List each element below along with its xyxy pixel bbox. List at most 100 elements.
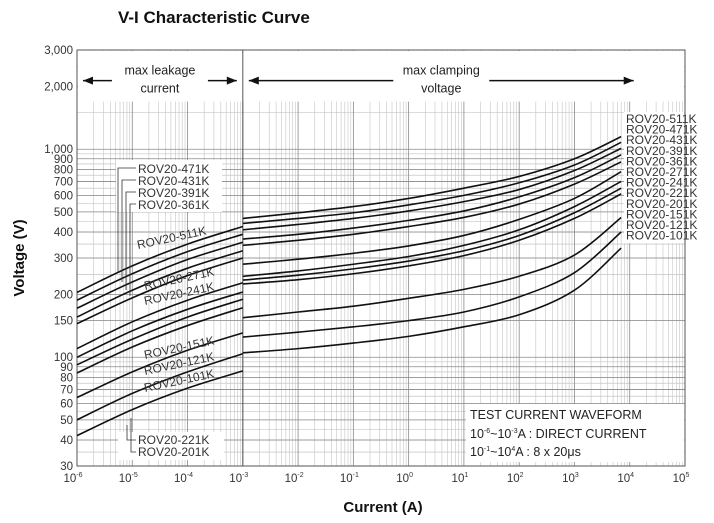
right-series-label: ROV20-471K: [626, 123, 697, 137]
y-tick-label: 100: [54, 352, 73, 364]
x-tick-label: 100: [396, 472, 413, 485]
x-tick-label: 104: [617, 472, 634, 485]
curve-rov20-121k-clamping: [242, 231, 622, 338]
left-series-label: ROV20-431K: [138, 174, 209, 188]
x-tick-label: 10-3: [229, 472, 248, 485]
curve-rov20-361k-clamping: [242, 161, 622, 247]
y-tick-label: 900: [54, 154, 73, 166]
chart-title: V-I Characteristic Curve: [118, 8, 310, 27]
region-label-line1: max clamping: [403, 64, 480, 78]
right-series-label: ROV20-511K: [626, 112, 696, 126]
y-tick-label: 1,000: [44, 144, 73, 156]
y-tick-label: 2,000: [44, 82, 73, 94]
waveform-line2: 10-6~10-3A : DIRECT CURRENT: [470, 427, 647, 441]
y-tick-label: 400: [54, 227, 73, 239]
curve-rov20-511k-clamping: [242, 135, 622, 220]
curve-rov20-121k-leakage: [76, 352, 244, 421]
annotations: max leakage current max clamping voltage TES…: [83, 61, 684, 462]
curves: [76, 135, 622, 437]
curve-rov20-221k-clamping: [242, 187, 622, 281]
right-series-label: ROV20-431K: [626, 133, 697, 147]
region-arrow-0-head-right: [226, 76, 237, 85]
left-label-bg-bottom: [118, 432, 224, 460]
curve-rov20-241k-clamping: [242, 180, 622, 278]
y-tick-label: 70: [60, 384, 73, 396]
x-tick-label: 10-1: [340, 472, 359, 485]
y-tick-label: 700: [54, 176, 73, 188]
left-series-label: ROV20-471K: [138, 162, 209, 176]
y-tick-label: 200: [54, 290, 73, 302]
region-arrow-1-head-right: [623, 76, 634, 85]
y-tick-label: 3,000: [44, 45, 73, 57]
left-series-label: ROV20-201K: [138, 445, 209, 459]
leader-line: [130, 418, 136, 453]
curve-rov20-241k-leakage: [76, 291, 244, 358]
y-tick-label: 50: [60, 415, 73, 427]
right-series-label: ROV20-221K: [626, 186, 697, 200]
y-axis-title: Voltage (V): [11, 219, 28, 296]
curve-rov20-471k-leakage: [76, 233, 244, 301]
waveform-line3: 10-1~104A : 8 x 20μs: [470, 445, 581, 459]
x-tick-label: 105: [673, 472, 690, 485]
right-series-label: ROV20-101K: [626, 229, 697, 243]
plot-frame: [76, 49, 686, 467]
right-series-label: ROV20-151K: [626, 207, 697, 221]
left-series-label: ROV20-391K: [138, 186, 209, 200]
x-tick-label: 101: [452, 472, 469, 485]
y-tick-label: 80: [60, 372, 73, 384]
curve-rov20-101k-leakage: [76, 370, 244, 437]
right-series-label: ROV20-361K: [626, 154, 697, 168]
curve-rov20-221k-leakage: [76, 298, 244, 366]
region-arrow-1-head-left: [248, 76, 259, 85]
right-series-label: ROV20-241K: [626, 176, 697, 190]
right-series-label: ROV20-201K: [626, 197, 697, 211]
right-series-label: ROV20-121K: [626, 218, 697, 232]
right-label-bg: [624, 112, 684, 244]
leader-line: [121, 179, 136, 282]
x-tick-label: 10-2: [285, 472, 304, 485]
right-series-label: ROV20-391K: [626, 144, 697, 158]
x-axis-title: Current (A): [343, 499, 422, 516]
region-label-bg: [393, 61, 490, 95]
x-tick-label: 10-4: [174, 472, 193, 485]
y-tick-label: 60: [60, 398, 73, 410]
region-label-line2: voltage: [421, 82, 461, 96]
waveform-box: [466, 404, 684, 462]
leader-line: [117, 167, 136, 272]
left-label-bg-top: [116, 160, 222, 212]
region-label-line1: max leakage: [124, 64, 195, 78]
y-tick-label: 800: [54, 164, 73, 176]
region-label-bg: [111, 61, 208, 95]
x-tick-label: 10-5: [119, 472, 138, 485]
leader-line: [129, 203, 136, 296]
curve-rov20-271k-clamping: [242, 170, 622, 266]
curve-rov20-391k-clamping: [242, 154, 622, 240]
y-tick-label: 600: [54, 190, 73, 202]
left-series-label: ROV20-361K: [138, 198, 209, 212]
right-series-label: ROV20-271K: [626, 165, 697, 179]
curve-rov20-151k-leakage: [76, 332, 244, 399]
curve-rov20-271k-leakage: [76, 282, 244, 350]
leader-line: [125, 191, 136, 290]
y-tick-label: 500: [54, 207, 73, 219]
y-tick-label: 30: [60, 461, 73, 473]
curve-rov20-201k-leakage: [76, 306, 244, 374]
curve-rov20-201k-clamping: [242, 193, 622, 285]
tick-labels: 3040506070809010015020030040050060070080…: [44, 45, 689, 485]
curve-rov20-101k-clamping: [242, 247, 622, 354]
curve-rov20-391k-leakage: [76, 250, 244, 318]
x-tick-label: 102: [507, 472, 524, 485]
y-tick-label: 150: [54, 316, 73, 328]
leader-line: [126, 425, 136, 441]
left-series-label: ROV20-221K: [138, 433, 209, 447]
region-arrow-0-head-left: [83, 76, 93, 85]
y-tick-label: 40: [60, 435, 73, 447]
curve-rov20-431k-clamping: [242, 147, 622, 231]
curve-rov20-471k-clamping: [242, 141, 622, 225]
y-tick-label: 90: [60, 362, 73, 374]
curve-rov20-431k-leakage: [76, 241, 244, 309]
waveform-line1: TEST CURRENT WAVEFORM: [470, 408, 642, 422]
x-tick-label: 103: [562, 472, 579, 485]
region-label-line2: current: [140, 82, 179, 96]
